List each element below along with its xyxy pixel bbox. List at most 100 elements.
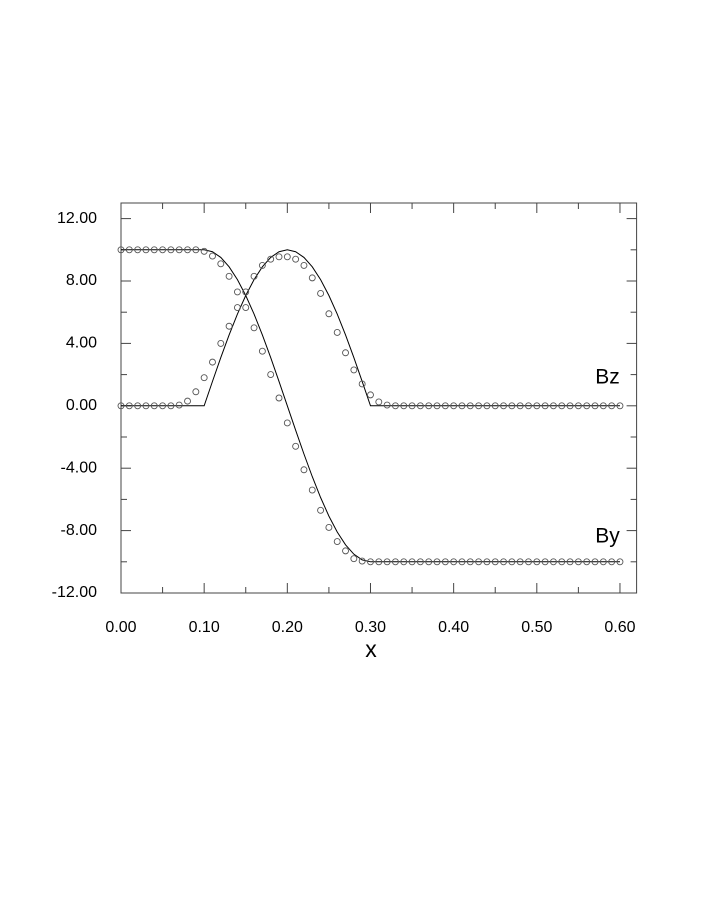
data-point [383,401,391,409]
data-point [192,246,200,254]
data-point [441,402,449,410]
data-point [150,246,158,254]
data-point [367,391,374,399]
data-point [375,398,383,406]
data-point [258,261,266,269]
data-point [549,558,557,566]
x-tick-label: 0.30 [355,619,386,636]
data-point [267,255,275,263]
data-point [416,558,424,566]
data-point [458,558,466,566]
data-point [300,261,308,269]
data-point [283,253,291,261]
data-point [583,402,591,410]
x-tick-label: 0.10 [189,619,220,636]
data-point [367,558,374,566]
data-point [175,401,183,409]
x-tick-label: 0.50 [521,619,552,636]
data-point [450,402,458,410]
data-point [541,558,549,566]
data-point [583,558,591,566]
x-axis-label: x [365,636,377,662]
x-tick-label: 0.00 [105,619,136,636]
annotation: By [595,524,620,547]
y-tick-label: 4.00 [66,335,97,352]
data-point [258,347,266,355]
data-point [491,402,499,410]
data-point [233,304,241,311]
data-point [574,402,582,410]
data-point [416,402,424,410]
data-point [574,558,582,566]
data-point [134,246,142,254]
data-point [283,419,291,427]
data-point [475,558,483,566]
data-point [350,366,358,374]
data-point [425,558,433,566]
data-point [175,246,183,254]
data-point [167,402,175,410]
data-point [184,397,191,405]
data-point [508,402,516,410]
data-point [458,402,466,410]
data-point [142,246,150,254]
data-point [342,547,349,555]
data-point [616,558,624,566]
data-point [525,558,532,566]
data-point [159,402,167,410]
data-point [233,288,241,296]
data-point [275,394,283,402]
y-tick-label: -12.00 [52,584,97,601]
data-point [491,558,499,566]
data-point [358,557,366,565]
data-point [383,558,391,566]
data-point [549,402,557,410]
data-point [441,558,449,566]
data-point [608,558,616,566]
data-point [200,374,208,382]
y-tick-label: 12.00 [57,210,97,227]
data-point [292,442,300,450]
data-point [308,274,316,282]
data-point [408,402,416,410]
plot-frame [120,202,638,594]
data-point [184,246,191,254]
data-point [209,358,216,366]
data-point [566,402,574,410]
data-point [292,255,300,263]
data-point [466,402,474,410]
data-point [433,558,441,566]
data-point [150,402,158,410]
data-point [566,558,574,566]
data-point [616,402,624,410]
data-point [317,506,325,514]
data-point [533,558,541,566]
data-point [217,260,225,268]
data-point [591,558,599,566]
data-point [225,272,233,280]
data-point [516,558,524,566]
data-point [142,402,150,410]
data-point [350,555,358,563]
data-point [541,402,549,410]
data-point [267,371,275,379]
data-point [125,246,133,254]
data-point [325,310,333,318]
data-point [300,466,308,474]
y-tick-label: -4.00 [61,459,98,476]
data-point [483,402,491,410]
data-point [433,402,441,410]
data-point [591,402,599,410]
data-point [608,402,616,410]
data-point [508,558,516,566]
data-point [325,524,333,531]
y-tick-label: -8.00 [61,522,98,539]
data-point [159,246,167,254]
data-point [599,402,607,410]
data-point [558,402,566,410]
data-point [599,558,607,566]
series-line [121,249,620,407]
data-point [333,329,341,336]
data-point [200,247,208,255]
